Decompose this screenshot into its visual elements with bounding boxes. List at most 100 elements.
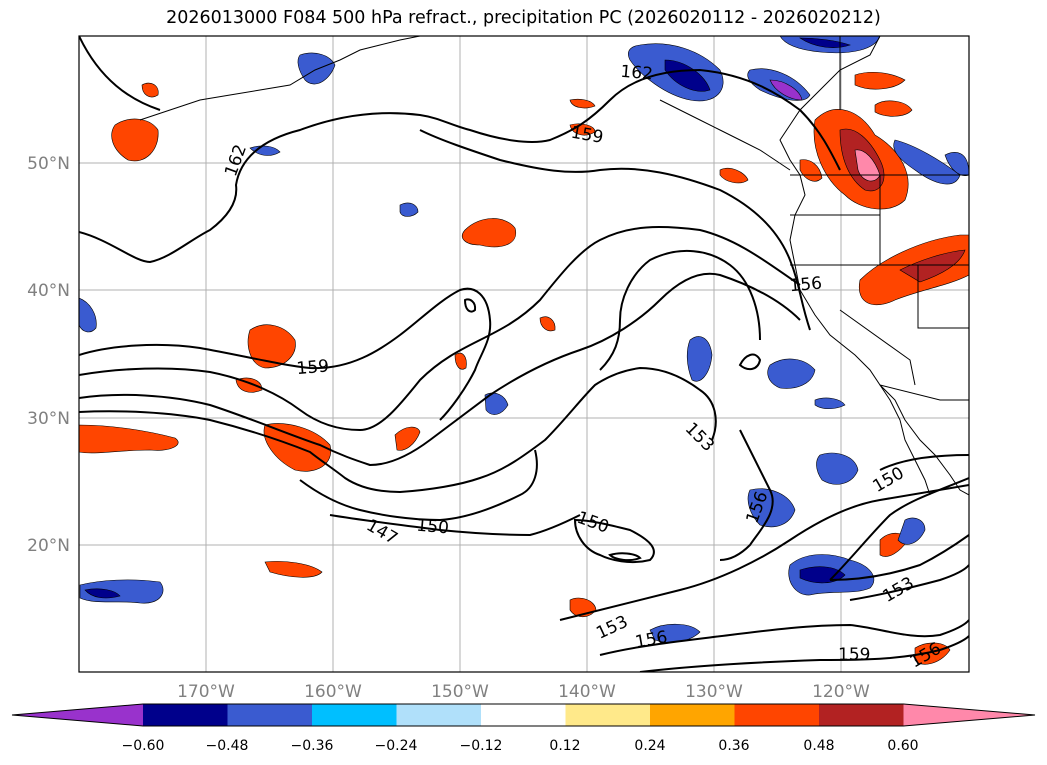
colorbar-tick-label: −0.12	[460, 738, 503, 754]
contour-156	[79, 226, 801, 432]
lon-label: 170°W	[177, 682, 235, 702]
colorbar: −0.60 −0.48 −0.36 −0.24 −0.12 0.12 0.24 …	[11, 703, 1036, 754]
colorbar-tick-label: −0.24	[375, 738, 418, 754]
precip-blob-mid-2	[539, 316, 556, 332]
lat-label: 20°N	[27, 536, 70, 556]
contour-153-east	[829, 534, 969, 581]
colorbar-segment	[819, 704, 904, 726]
contour-label: 159	[569, 123, 604, 148]
contour-label: 153	[880, 573, 918, 607]
contour-label: 150	[416, 516, 450, 539]
contour-mid-loop-2	[738, 353, 762, 371]
precip-blob-sw	[264, 561, 323, 578]
precip-blob-neg-bc-core	[664, 59, 711, 92]
colorbar-tick-label: −0.48	[206, 738, 249, 754]
contour-150-south	[329, 514, 581, 537]
precip-blob-neg-mid-2	[767, 358, 816, 389]
lat-label: 40°N	[27, 281, 70, 301]
colorbar-ticks: −0.60 −0.48 −0.36 −0.24 −0.12 0.12 0.24 …	[122, 738, 919, 754]
contour-147	[299, 449, 538, 522]
colorbar-segment	[396, 704, 482, 726]
contour-162-north	[79, 68, 841, 264]
precip-blob-neg-mid-3	[816, 452, 859, 485]
precip-blob-far-west	[79, 424, 179, 454]
colorbar-tick-label: −0.36	[291, 738, 334, 754]
contour-label: 153	[593, 612, 631, 644]
precip-blob-north-2	[569, 98, 596, 109]
contour-159	[79, 287, 492, 421]
contour-150-east	[879, 454, 969, 471]
contour-label: 162	[620, 62, 654, 85]
contour-156-se	[599, 619, 969, 656]
precip-blob-neg-small-2	[399, 202, 419, 217]
border-state-5	[839, 309, 916, 386]
contour-label: 150	[870, 463, 908, 497]
contour-small-2	[608, 552, 642, 562]
contour-label: 156	[634, 627, 669, 652]
lat-label: 50°N	[27, 154, 70, 174]
colorbar-segment	[143, 704, 228, 726]
precip-blob-ak-1	[111, 118, 159, 162]
colorbar-segment	[481, 704, 566, 726]
coastline-alaska-peninsula	[139, 36, 421, 121]
contour-label: 156	[789, 274, 823, 297]
colorbar-outline	[11, 703, 1036, 727]
coastlines	[139, 36, 969, 496]
lat-label: 30°N	[27, 409, 70, 429]
colorbar-tick-label: 0.12	[549, 738, 580, 754]
precip-blob-neg-small-5	[814, 397, 846, 410]
precip-blob-neg-mid-5	[897, 517, 926, 545]
colorbar-segment	[227, 704, 313, 726]
precip-blob-neg-gulf	[297, 52, 336, 85]
border-us-mexico	[879, 384, 969, 401]
contour-153-south	[573, 518, 655, 564]
colorbar-segment	[312, 704, 397, 726]
contour-small-mid	[463, 298, 477, 313]
precip-blob-se-2	[914, 642, 951, 665]
contour-label: 153	[681, 419, 718, 456]
precip-blob-neg-mid	[686, 336, 713, 382]
precip-blob-neg-yukon-core	[769, 79, 803, 101]
border-state-4	[917, 265, 969, 329]
precip-blob-bc-2	[874, 100, 913, 117]
precip-blob-neg-small-4	[649, 623, 701, 643]
precip-blob-west-1	[247, 324, 296, 369]
map-frame	[78, 35, 970, 673]
contour-162-loop	[79, 36, 161, 111]
precip-blob-neg-ne	[893, 139, 961, 185]
latitude-labels: 50°N 40°N 30°N 20°N	[27, 154, 70, 556]
contour-label: 159	[296, 356, 330, 379]
lon-label: 140°W	[558, 682, 616, 702]
precip-blob-bc-1	[854, 71, 906, 90]
colorbar-segment	[565, 704, 651, 726]
lon-label: 130°W	[685, 682, 743, 702]
chart-title: 2026013000 F084 500 hPa refract., precip…	[166, 8, 881, 28]
contour-150-se	[829, 477, 969, 581]
colorbar-extend-low	[12, 704, 143, 726]
contour-label: 162	[221, 142, 251, 179]
colorbar-extend-high	[903, 704, 1035, 726]
lon-label: 150°W	[431, 682, 489, 702]
coastline-baja	[879, 384, 931, 496]
precip-blob-ca	[719, 168, 749, 184]
precip-blob-neg-west	[79, 297, 97, 333]
height-contours	[79, 36, 969, 672]
contour-mid-loop	[599, 249, 761, 371]
lon-label: 160°W	[304, 682, 362, 702]
longitude-labels: 170°W 160°W 150°W 140°W 130°W 120°W	[177, 682, 870, 702]
precip-blob-ak-2	[141, 82, 159, 98]
contour-159-north	[419, 129, 811, 331]
precip-blob-mid-1	[461, 218, 517, 248]
coastline-bc-islands	[659, 99, 791, 171]
precip-blob-neg-sw-core	[84, 588, 121, 599]
contour-153-se	[559, 484, 969, 621]
colorbar-tick-label: −0.60	[122, 738, 165, 754]
colorbar-tick-label: 0.60	[887, 738, 918, 754]
colorbar-segment	[650, 704, 735, 726]
colorbar-tick-label: 0.36	[718, 738, 749, 754]
precip-blob-neg-far-ne	[944, 152, 969, 176]
colorbar-tick-label: 0.48	[803, 738, 834, 754]
contour-150	[79, 366, 717, 494]
contour-153-east2	[849, 564, 969, 601]
